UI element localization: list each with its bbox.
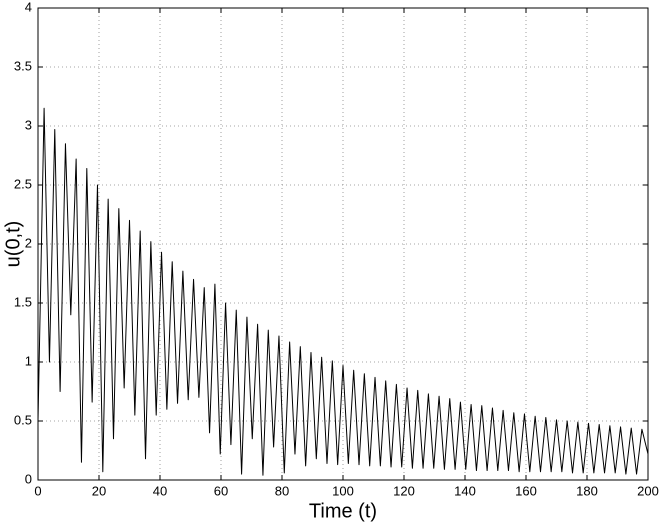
x-tick-label: 140 xyxy=(454,483,476,498)
x-tick-label: 100 xyxy=(332,483,354,498)
y-tick-label: 0 xyxy=(25,471,32,486)
y-tick-label: 0.5 xyxy=(14,412,32,427)
x-tick-label: 40 xyxy=(153,483,167,498)
x-axis-label: Time (t) xyxy=(309,500,377,522)
x-tick-label: 120 xyxy=(393,483,415,498)
x-tick-label: 60 xyxy=(214,483,228,498)
x-tick-label: 80 xyxy=(275,483,289,498)
y-tick-label: 2.5 xyxy=(14,176,32,191)
y-tick-label: 1.5 xyxy=(14,294,32,309)
x-tick-label: 0 xyxy=(34,483,41,498)
x-tick-label: 180 xyxy=(576,483,598,498)
y-axis-label: u(0,t) xyxy=(2,221,24,268)
x-tick-label: 20 xyxy=(92,483,106,498)
y-tick-label: 3.5 xyxy=(14,58,32,73)
data-line xyxy=(37,107,649,476)
y-tick-label: 1 xyxy=(25,353,32,368)
y-tick-label: 3 xyxy=(25,117,32,132)
y-tick-label: 4 xyxy=(25,0,32,14)
x-tick-label: 200 xyxy=(637,483,659,498)
plot-frame xyxy=(37,7,649,481)
y-tick-label: 2 xyxy=(25,235,32,250)
x-tick-label: 160 xyxy=(515,483,537,498)
